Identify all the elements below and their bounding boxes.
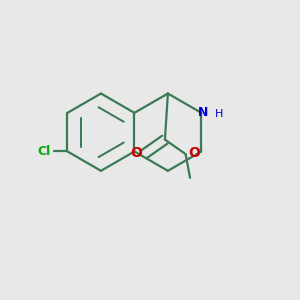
Text: O: O: [130, 146, 142, 160]
Text: H: H: [215, 109, 224, 119]
Text: N: N: [198, 106, 208, 119]
Text: Cl: Cl: [37, 145, 50, 158]
Text: O: O: [189, 146, 200, 160]
